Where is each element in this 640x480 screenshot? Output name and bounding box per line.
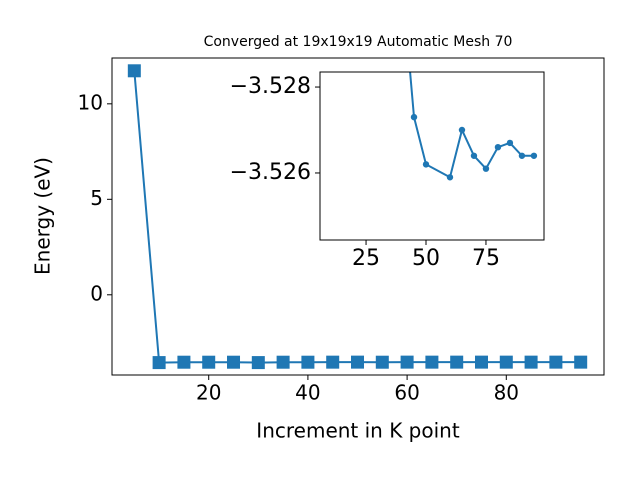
marker (474, 355, 488, 369)
marker (127, 64, 141, 78)
x-tick-label: 75 (472, 246, 500, 271)
marker (574, 355, 588, 369)
marker (301, 355, 315, 369)
marker (470, 152, 478, 159)
marker (499, 355, 513, 369)
y-tick-label: 5 (90, 186, 103, 210)
plot-area (320, 72, 544, 240)
y-tick-label: 0 (90, 281, 103, 305)
marker (351, 355, 365, 369)
marker (549, 355, 563, 369)
x-tick-label: 25 (352, 246, 380, 271)
marker (375, 355, 389, 369)
marker (494, 143, 502, 151)
marker (458, 126, 466, 134)
y-axis-label: Energy (eV) (31, 157, 55, 275)
marker (450, 355, 464, 369)
marker (518, 152, 526, 159)
marker (152, 356, 166, 370)
axes-frame (319, 71, 545, 241)
marker (177, 355, 191, 369)
plot-content (409, 72, 538, 181)
x-tick-label: 50 (412, 246, 440, 271)
y-tick-label: −3.528 (230, 74, 311, 99)
marker (400, 355, 414, 369)
marker (422, 161, 430, 168)
marker (482, 165, 490, 172)
marker (410, 113, 418, 121)
marker (276, 355, 290, 369)
marker (202, 355, 216, 369)
marker (446, 174, 454, 181)
marker (326, 355, 340, 369)
axes-frame (111, 57, 605, 376)
marker (227, 355, 241, 369)
x-tick-label: 80 (494, 381, 519, 405)
x-tick-label: 20 (196, 381, 221, 405)
marker (524, 355, 538, 369)
y-tick-label: 10 (78, 90, 103, 114)
x-tick-label: 60 (394, 381, 419, 405)
y-tick-label: −3.526 (230, 160, 311, 185)
x-tick-label: 40 (295, 381, 320, 405)
marker (506, 139, 514, 147)
marker (530, 152, 538, 159)
chart-title: Converged at 19x19x19 Automatic Mesh 70 (204, 34, 513, 50)
x-axis-label: Increment in K point (256, 419, 460, 443)
marker (425, 355, 439, 369)
plot-content (127, 64, 588, 370)
marker (251, 356, 265, 370)
